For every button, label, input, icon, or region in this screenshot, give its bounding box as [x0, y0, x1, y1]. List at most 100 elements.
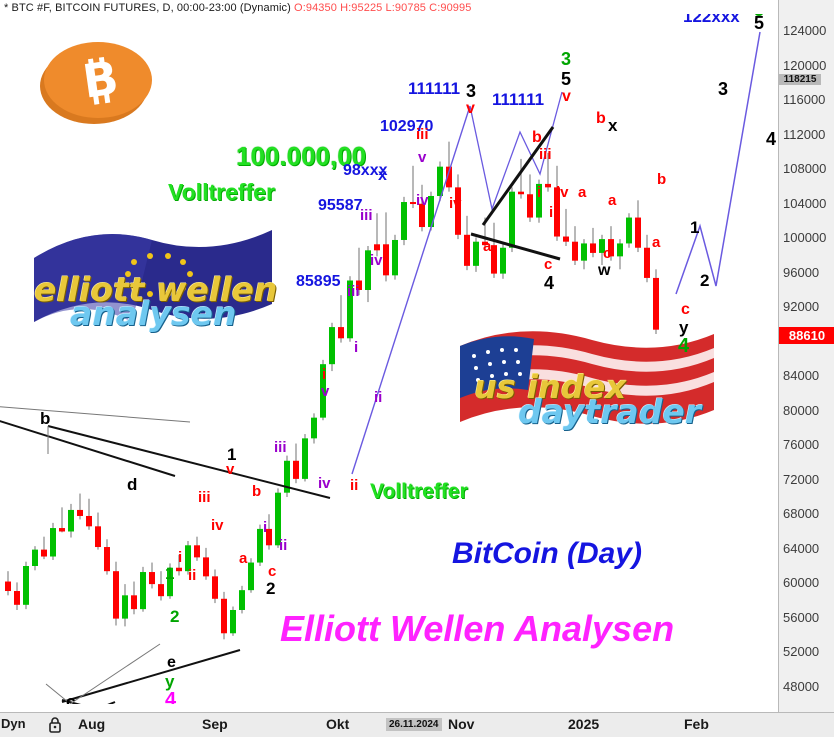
elliott-wave-label: 4 [678, 335, 690, 357]
price-axis-tick: 116000 [783, 92, 826, 108]
elliott-wave-label: iii [539, 146, 552, 163]
bitcoin-logo: B [36, 36, 156, 128]
current-date-box: 26.11.2024 [386, 718, 442, 731]
eu-logo-line2: analysen [70, 294, 237, 333]
elliott-wave-label: y [679, 318, 689, 337]
elliott-wave-label: c [66, 692, 76, 704]
dyn-label: Dyn [1, 716, 26, 731]
price-axis-tick: 84000 [783, 368, 820, 384]
candle-body [41, 549, 47, 557]
price-axis-tick: 80000 [783, 402, 820, 418]
time-axis-tick: Sep [202, 716, 228, 732]
lock-icon[interactable] [48, 716, 62, 738]
us-logo-line1: us index [474, 368, 626, 406]
candle-body [185, 545, 191, 572]
elliott-wave-label: y [165, 672, 175, 691]
elliott-wave-label: iv [370, 252, 383, 269]
price-axis-tick: 92000 [783, 299, 820, 315]
candle-body [176, 567, 182, 572]
candle-body [545, 183, 551, 188]
projection-path [675, 31, 761, 295]
price-projection-label: 111111 [408, 79, 461, 98]
elliott-wave-label: c [544, 256, 553, 273]
elliott-wave-label: b [40, 409, 51, 428]
price-marker-label: 118215 [779, 74, 821, 86]
price-projection-label: 95587 [318, 197, 363, 214]
price-axis-tick: 52000 [783, 644, 820, 660]
candle-body [77, 509, 83, 516]
elliott-wave-label: 2 [170, 607, 180, 626]
candle-body [590, 243, 596, 253]
time-axis-tick: Okt [326, 716, 350, 732]
elliott-wave-label: w [598, 262, 611, 279]
elliott-wave-label: b [252, 483, 262, 500]
candle-body [338, 327, 344, 339]
time-axis-tick: Aug [78, 716, 106, 732]
candle-body [563, 236, 569, 242]
volltreffer-top-label: Volltreffer [168, 179, 275, 205]
candle-body [212, 576, 218, 599]
candle-body [608, 239, 614, 257]
candle-body [455, 187, 461, 235]
us-logo-line2: daytrader [518, 392, 701, 431]
elliott-wave-label: i [322, 366, 327, 383]
candle-body [113, 571, 119, 619]
candle-body [203, 557, 209, 577]
elliott-wave-label: ii [350, 477, 359, 494]
elliott-wave-label: a [652, 234, 661, 251]
candle-body [500, 247, 506, 274]
candle-body [104, 547, 110, 572]
channel-line-thin-3 [45, 683, 69, 703]
price-projection-label: 102970 [380, 118, 434, 135]
price-axis-tick: 56000 [783, 609, 820, 625]
candle-body [14, 591, 20, 605]
chart-header: * BTC #F, BITCOIN FUTURES, D, 00:00-23:0… [4, 2, 471, 14]
candle-body [248, 562, 254, 591]
price-projection-label: 111111 [492, 90, 545, 109]
price-plot-area[interactable]: B elliott wel [0, 14, 778, 704]
price-axis-tick: 72000 [783, 471, 820, 487]
price-projection-label: 122xxx [683, 14, 740, 26]
candle-body [293, 460, 299, 479]
last-price-label: 88610 [779, 327, 834, 345]
candle-body [356, 280, 362, 290]
elliott-wave-label: x [608, 116, 618, 135]
candle-body [311, 417, 317, 439]
candle-body [158, 584, 164, 597]
candle-body [536, 183, 542, 218]
candle-body [392, 239, 398, 276]
price-axis[interactable]: 124000 120000 116000 112000 108000 104000 1000… [778, 0, 834, 712]
elliott-wave-label: v [466, 100, 475, 117]
elliott-wave-label: iii [347, 283, 360, 300]
trendline-a-c [470, 232, 561, 261]
time-axis[interactable]: Dyn Aug Sep Okt Nov 2025 Feb 26.11.2024 [0, 712, 834, 737]
candle-body [320, 364, 326, 418]
candle-body [473, 241, 479, 266]
candle-body [491, 245, 497, 274]
impulse-trendline-1 [351, 105, 471, 475]
price-axis-tick: 76000 [783, 437, 820, 453]
candle-body [122, 595, 128, 619]
candle-body [464, 234, 470, 266]
elliott-wave-label: b [657, 171, 667, 188]
candle-body [617, 243, 623, 257]
candle-body [644, 247, 650, 278]
candle-body [284, 460, 290, 493]
candle-body [401, 202, 407, 240]
elliott-wave-label: iv [211, 517, 224, 534]
candle-body [95, 526, 101, 548]
candle-body [329, 327, 335, 365]
candle-body [509, 191, 515, 248]
candle-body [410, 202, 416, 205]
elliott-wave-label: i [263, 519, 268, 536]
elliott-wave-label: iv [449, 195, 462, 212]
candle-body [131, 595, 137, 610]
candle-body [419, 203, 425, 228]
target-price-label: 100.000,00 [236, 141, 367, 171]
channel-line-upper [0, 420, 176, 477]
time-axis-tick: 2025 [568, 716, 600, 732]
us-index-daytrader-logo: us index daytrader [452, 314, 722, 442]
candle-body [167, 567, 173, 597]
elliott-wave-label: c [268, 563, 277, 580]
